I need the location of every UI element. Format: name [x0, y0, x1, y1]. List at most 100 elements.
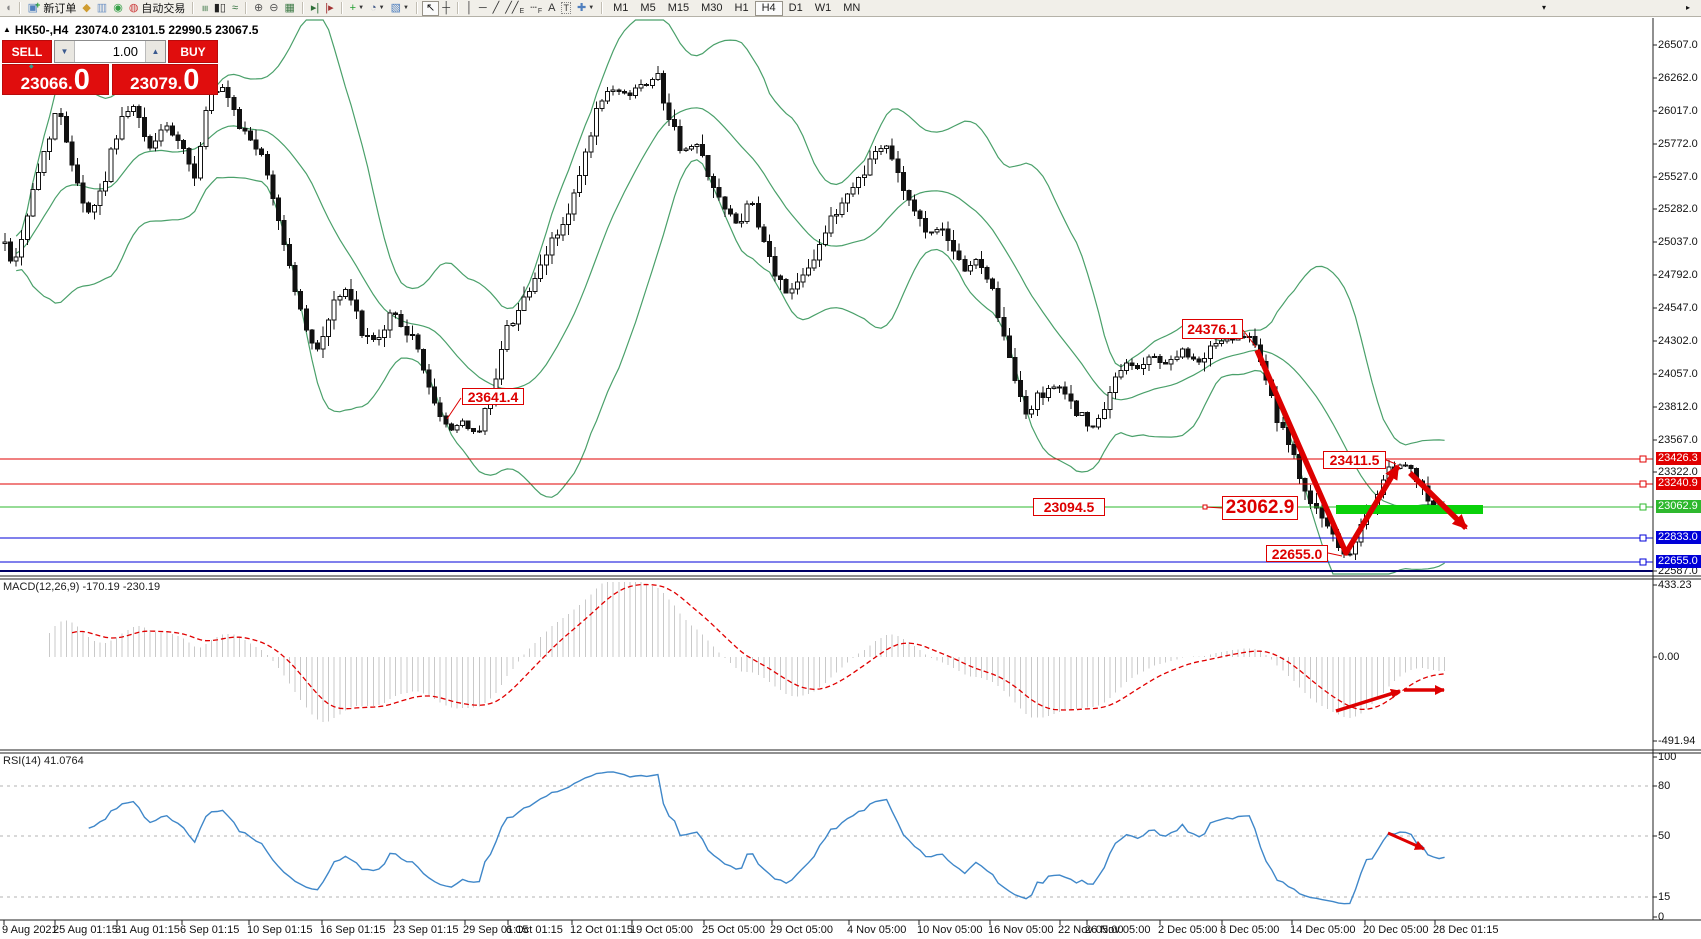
toolbar-overflow-icon[interactable]: ▾ [1542, 3, 1547, 12]
trend-arrow[interactable] [1387, 831, 1425, 851]
sell-button[interactable]: SELL [2, 40, 52, 63]
new-order-icon-label: 新订单 [43, 3, 77, 15]
tile-windows-icon[interactable]: ▦ [281, 1, 297, 16]
lot-size-value[interactable]: 1.00 [112, 44, 138, 59]
indicators-icon: + [349, 1, 357, 14]
one-click-trading-widget: SELL ▼ 1.00 ▲ BUY 23066. 0 23079. 0 ◆ [2, 40, 218, 95]
partial-magnifier-icon[interactable]: ◖ [2, 1, 15, 16]
equidistant-channel-icon[interactable]: ╱╱ E [502, 1, 527, 16]
chart-shift-icon: |▸ [325, 1, 334, 14]
widget-collapse-icon[interactable]: ◆ [29, 64, 34, 70]
line-handle[interactable] [1639, 480, 1647, 488]
text-icon: A [548, 1, 556, 14]
candles[interactable] [2, 73, 1448, 556]
toolbar-separator [245, 2, 247, 14]
templates-icon[interactable]: ▧ ▼ [388, 1, 412, 16]
text-icon[interactable]: A [545, 1, 558, 16]
cursor-icon: ↖ [425, 1, 436, 14]
plus-badge-icon: + [35, 0, 41, 10]
macd-histogram [49, 582, 1446, 722]
cursor-icon[interactable]: ↖ [421, 0, 440, 16]
auto-scroll-icon[interactable]: ▸| [308, 1, 322, 16]
partial-magnifier-icon: ◖ [5, 1, 12, 14]
timeframe-button-h1[interactable]: H1 [734, 1, 749, 14]
bollinger-middle-band [15, 107, 1445, 508]
timeframe-button-m15[interactable]: M15 [667, 1, 690, 14]
callout-connector [1242, 329, 1257, 348]
bar-chart-mode-icon[interactable]: ≡ [198, 1, 211, 16]
trendline-icon[interactable]: ╱ [490, 1, 503, 16]
chart-style-bucket-icon[interactable]: ◆ [79, 1, 93, 16]
dropdown-caret-icon[interactable]: ▼ [403, 5, 409, 11]
callout-connector [1327, 552, 1343, 557]
timeframe-button-mn[interactable]: MN [843, 1, 861, 14]
buy-price[interactable]: 23079. 0 [111, 63, 218, 96]
periods-icon: ◔ [370, 1, 377, 14]
timeframe-button-m1[interactable]: M1 [613, 1, 629, 14]
line-handle[interactable] [1639, 534, 1647, 542]
bollinger-lower-band [16, 159, 1445, 575]
line-handle[interactable] [1639, 455, 1647, 463]
new-chart-icon[interactable]: ▥ [94, 1, 110, 16]
support-zone-band[interactable] [1336, 505, 1483, 514]
line-chart-mode-icon[interactable]: ≈ [229, 1, 241, 16]
arrows-icon[interactable]: ✚ ▼ [574, 1, 597, 16]
crosshair-icon: ┼ [442, 1, 450, 14]
dropdown-caret-icon[interactable]: ▼ [358, 5, 365, 11]
autotrading-icon-label: 自动交易 [141, 3, 186, 15]
toolbar-overflow-icon[interactable]: ▸ [1686, 3, 1691, 12]
line-handle[interactable] [1639, 558, 1647, 566]
lot-decrease-button[interactable]: ▼ [55, 41, 75, 62]
horizontal-line-icon[interactable]: ─ [476, 1, 490, 16]
buy-price-dot: . [177, 74, 183, 93]
vertical-line-icon[interactable]: │ [463, 1, 476, 16]
crosshair-icon[interactable]: ┼ [439, 1, 453, 16]
horizontal-line-icon: ─ [478, 1, 487, 14]
autotrading-icon[interactable]: ◍ 自动交易 [126, 1, 189, 16]
equidistant-channel-icon: ╱╱ [505, 1, 519, 14]
candlestick-mode-icon[interactable]: ▮▯ [211, 1, 229, 16]
buy-button[interactable]: BUY [168, 40, 218, 63]
toolbar-separator [192, 2, 195, 14]
autotrading-icon: ◍ [128, 1, 139, 14]
trend-arrow[interactable] [1408, 471, 1468, 530]
periods-icon[interactable]: ◔ ▼ [367, 1, 388, 16]
fibonacci-icon[interactable]: ┄ F [527, 1, 545, 16]
chart-title: ▲ HK50-,H4 23074.0 23101.5 22990.5 23067.… [3, 23, 258, 37]
chart-shift-icon[interactable]: |▸ [322, 1, 336, 16]
text-label-icon[interactable]: T [558, 1, 574, 16]
toolbar-separator [301, 2, 304, 14]
trend-arrow[interactable] [1335, 688, 1401, 713]
line-handle[interactable] [1639, 503, 1647, 511]
lot-increase-button[interactable]: ▲ [145, 41, 165, 62]
rsi-line [88, 771, 1445, 905]
vertical-line-icon: │ [466, 1, 473, 14]
signals-icon[interactable]: ◉ [110, 1, 126, 16]
line-chart-mode-icon: ≈ [231, 1, 238, 14]
sell-price[interactable]: 23066. 0 [2, 64, 109, 95]
dropdown-caret-icon[interactable]: ▼ [378, 5, 385, 11]
callout-handle[interactable] [1202, 504, 1208, 510]
sell-price-big-digit: 0 [73, 63, 90, 96]
toolbar-separator [340, 2, 343, 14]
zoom-in-icon[interactable]: ⊕ [251, 1, 266, 16]
buy-price-big-digit: 0 [183, 63, 200, 96]
timeframe-button-m5[interactable]: M5 [640, 1, 656, 14]
signals-icon: ◉ [113, 1, 123, 14]
timeframe-button-m30[interactable]: M30 [701, 1, 723, 14]
dropdown-caret-icon[interactable]: ▼ [588, 5, 595, 11]
zoom-in-icon: ⊕ [254, 1, 264, 14]
timeframe-button-w1[interactable]: W1 [814, 1, 832, 14]
timeframe-button-h4[interactable]: H4 [754, 0, 783, 16]
timeframe-button-d1[interactable]: D1 [788, 1, 803, 14]
indicators-icon[interactable]: + ▼ [347, 1, 367, 16]
trend-arrow[interactable] [1254, 348, 1401, 556]
toolbar-separator [457, 2, 459, 14]
macd-signal-line [71, 583, 1445, 711]
symbol-marker-icon: ▲ [3, 25, 11, 34]
zoom-out-icon[interactable]: ⊖ [266, 1, 281, 16]
lot-size-control: ▼ 1.00 ▲ [54, 40, 166, 63]
new-order-icon[interactable]: ▣ + 新订单 [25, 0, 80, 16]
callout-connector [1385, 459, 1397, 465]
